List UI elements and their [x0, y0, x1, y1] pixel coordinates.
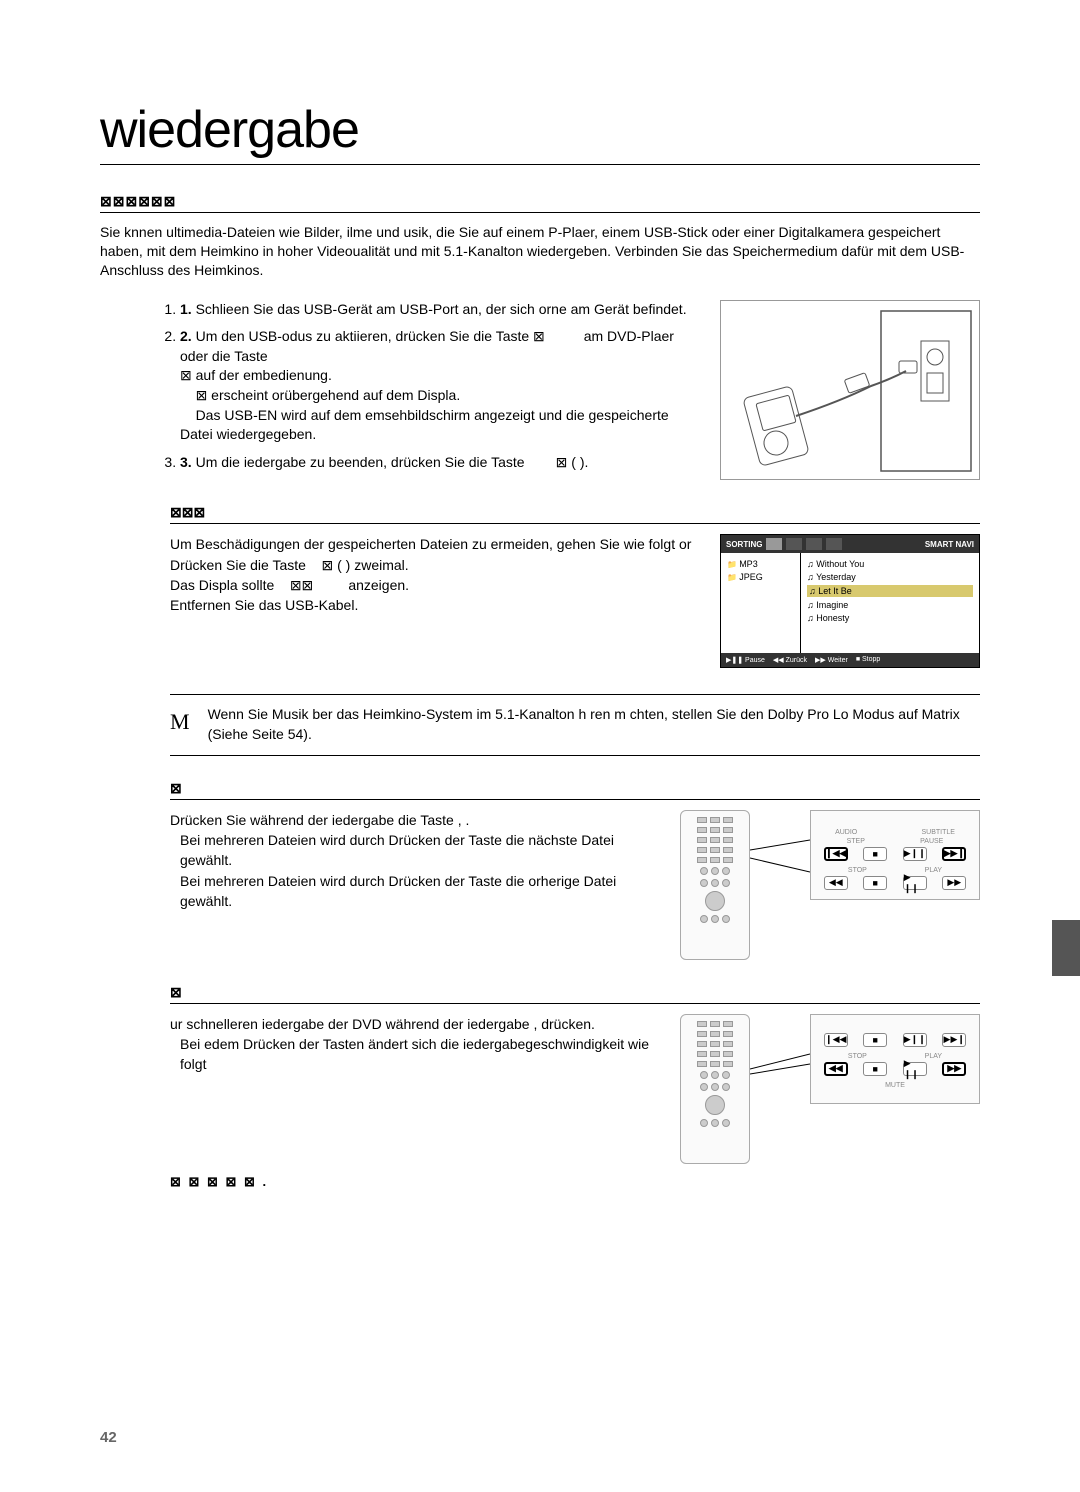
connector-lines-icon — [750, 1014, 810, 1144]
page-title: wiedergabe — [100, 100, 980, 165]
skip-next-button-icon: ▶▶❙ — [942, 847, 966, 861]
remove-l1: Um Beschädigungen der gespeicherten Date… — [170, 534, 700, 554]
remove-l2a: Drücken Sie die Taste — [170, 557, 306, 573]
step-2a: Um den USB-odus zu aktiieren, drücken Si… — [196, 328, 545, 344]
step-1: 1. Schlieen Sie das USB-Gerät am USB-Por… — [180, 300, 700, 320]
smart-navi-screen: SORTING SMART NAVI MP3 JPEG Without You … — [720, 534, 980, 668]
remove-heading: ⊠⊠⊠ — [170, 504, 980, 524]
stop-button-icon: ■ — [863, 847, 887, 861]
rewind-button-icon: ◀◀ — [824, 876, 848, 890]
navi-right-column: Without You Yesterday Let It Be Imagine … — [801, 553, 979, 653]
note-text: Wenn Sie Musik ber das Heimkino-System i… — [208, 705, 980, 744]
remote-illustration — [680, 810, 750, 960]
note-badge-icon: M — [170, 705, 190, 744]
panel-label: STOP — [848, 867, 867, 874]
side-tab — [1052, 920, 1080, 976]
navi-smart: SMART NAVI — [925, 540, 974, 549]
page-number: 42 — [100, 1429, 117, 1446]
usb-heading: ⊠⊠⊠⊠⊠⊠ — [100, 193, 980, 213]
play-button-icon: ▶ ❙❙ — [903, 1062, 927, 1076]
panel-label: PLAY — [925, 867, 942, 874]
navi-tab-icon — [786, 538, 802, 550]
navi-tab-icon — [826, 538, 842, 550]
navi-foot-item: ▶▶ Weiter — [815, 656, 848, 664]
navi-left-item: JPEG — [727, 572, 794, 582]
stop-button-icon: ■ — [863, 1062, 887, 1076]
remove-l3: Das Displa sollte ⊠⊠ anzeigen. — [170, 575, 700, 595]
skip-l1: Drücken Sie während der iedergabe die Ta… — [170, 810, 658, 830]
navi-foot-item: ▶❚❚ Pause — [726, 656, 765, 664]
skip-prev-button-icon: ❙◀◀ — [824, 1033, 848, 1047]
step-3: 3. Um die iedergabe zu beenden, drücken … — [180, 453, 700, 473]
stop-button-icon: ■ — [863, 876, 887, 890]
panel-label: STEP — [847, 838, 865, 845]
navi-track: Imagine — [807, 600, 973, 610]
step-2d: ⊠ erscheint orübergehend auf dem Displa. — [196, 387, 461, 403]
play-button-icon: ▶ ❙❙ — [903, 876, 927, 890]
skip-l2: Bei mehreren Dateien wird durch Drücken … — [170, 830, 658, 871]
navi-tab-icon — [766, 538, 782, 550]
step-3b: ⊠ ( ). — [556, 454, 589, 470]
navi-foot-item: ◀◀ Zurück — [773, 656, 807, 664]
fast-l2: Bei edem Drücken der Tasten ändert sich … — [170, 1034, 658, 1075]
navi-foot-item: ■ Stopp — [856, 656, 880, 664]
skip-next-button-icon: ▶▶❙ — [942, 1033, 966, 1047]
remove-l4: Entfernen Sie das USB-Kabel. — [170, 595, 700, 615]
play-pause-button-icon: ▶❙❙ — [903, 1033, 927, 1047]
forward-button-icon: ▶▶ — [942, 876, 966, 890]
remove-l3c: anzeigen. — [348, 577, 409, 593]
forward-button-icon: ▶▶ — [942, 1062, 966, 1076]
speed-sequence: ⊠ ⊠ ⊠ ⊠ ⊠ . — [170, 1174, 980, 1190]
fast-body: ur schnelleren iedergabe der DVD während… — [170, 1014, 668, 1164]
play-pause-button-icon: ▶❙❙ — [903, 847, 927, 861]
panel-label: MUTE — [885, 1082, 905, 1089]
navi-track-selected: Let It Be — [807, 585, 973, 597]
navi-sorting: SORTING — [726, 540, 762, 549]
stop-button-icon: ■ — [863, 1033, 887, 1047]
step-1-text: Schlieen Sie das USB-Gerät am USB-Port a… — [196, 301, 687, 317]
front-panel-1: AUDIO SUBTITLE STEP PAUSE ❙◀◀ ■ ▶❙❙ ▶▶❙ … — [810, 810, 980, 900]
step-2c: ⊠ auf der embedienung. — [180, 367, 332, 383]
fast-l1: ur schnelleren iedergabe der DVD während… — [170, 1014, 658, 1034]
usb-intro: Sie knnen ultimedia-Dateien wie Bilder, … — [100, 223, 980, 280]
navi-left-item: MP3 — [727, 559, 794, 569]
panel-label: SUBTITLE — [921, 829, 954, 836]
panel-label: PAUSE — [920, 838, 943, 845]
remove-l2b: ⊠ ( ) zweimal. — [322, 557, 409, 573]
usb-illustration — [720, 300, 980, 480]
navi-tab-icon — [806, 538, 822, 550]
note-box: M Wenn Sie Musik ber das Heimkino-System… — [170, 694, 980, 755]
skip-heading: ⊠ — [170, 780, 980, 800]
step-2e: Das USB-EN wird auf dem emsehbildschirm … — [180, 407, 669, 443]
skip-prev-button-icon: ❙◀◀ — [824, 847, 848, 861]
front-panel-2: ❙◀◀ ■ ▶❙❙ ▶▶❙ STOP PLAY ◀◀ ■ ▶ ❙❙ ▶▶ MUT… — [810, 1014, 980, 1104]
step-2: 2. Um den USB-odus zu aktiieren, drücken… — [180, 327, 700, 445]
connector-lines-icon — [750, 810, 810, 940]
navi-track: Yesterday — [807, 572, 973, 582]
panel-label: STOP — [848, 1053, 867, 1060]
remove-body: Um Beschädigungen der gespeicherten Date… — [170, 534, 700, 668]
remove-l3a: Das Displa sollte — [170, 577, 274, 593]
remove-l2: Drücken Sie die Taste ⊠ ( ) zweimal. — [170, 555, 700, 575]
skip-l3: Bei mehreren Dateien wird durch Drücken … — [170, 871, 658, 912]
navi-footer: ▶❚❚ Pause ◀◀ Zurück ▶▶ Weiter ■ Stopp — [721, 653, 979, 667]
usb-steps: 1. Schlieen Sie das USB-Gerät am USB-Por… — [100, 300, 700, 481]
fast-heading: ⊠ — [170, 984, 980, 1004]
rewind-button-icon: ◀◀ — [824, 1062, 848, 1076]
navi-track: Without You — [807, 559, 973, 569]
remove-l3b: ⊠⊠ — [290, 577, 313, 593]
panel-label: AUDIO — [835, 829, 857, 836]
skip-body: Drücken Sie während der iedergabe die Ta… — [170, 810, 668, 960]
step-3a: Um die iedergabe zu beenden, drücken Sie… — [196, 454, 525, 470]
navi-left-column: MP3 JPEG — [721, 553, 801, 653]
navi-track: Honesty — [807, 613, 973, 623]
panel-label: PLAY — [925, 1053, 942, 1060]
remote-illustration-2 — [680, 1014, 750, 1164]
